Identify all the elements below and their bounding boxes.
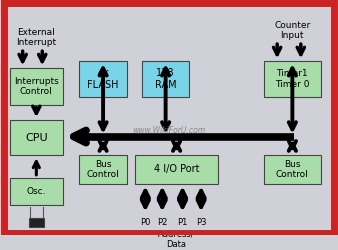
Text: 4k
FLASH: 4k FLASH: [87, 68, 119, 90]
FancyBboxPatch shape: [10, 178, 63, 205]
Text: CPU: CPU: [25, 133, 48, 143]
Text: 4 I/O Port: 4 I/O Port: [154, 164, 199, 174]
Text: Bus
Control: Bus Control: [87, 160, 119, 179]
Text: 128
RAM: 128 RAM: [155, 68, 176, 90]
FancyBboxPatch shape: [79, 61, 127, 96]
Text: Interrupts
Control: Interrupts Control: [14, 77, 59, 96]
Text: External
Interrupt: External Interrupt: [16, 28, 56, 47]
FancyBboxPatch shape: [10, 68, 63, 105]
Text: P2: P2: [157, 218, 167, 227]
Text: www.WikiForU.com: www.WikiForU.com: [132, 126, 206, 135]
FancyBboxPatch shape: [79, 155, 127, 184]
Text: P3: P3: [196, 218, 207, 227]
FancyBboxPatch shape: [264, 61, 321, 96]
Text: P0: P0: [140, 218, 150, 227]
Text: Bus
Control: Bus Control: [276, 160, 309, 179]
Text: P1: P1: [177, 218, 188, 227]
FancyBboxPatch shape: [135, 155, 218, 184]
FancyBboxPatch shape: [29, 218, 44, 227]
FancyBboxPatch shape: [142, 61, 189, 96]
Text: Counter
Input: Counter Input: [274, 20, 311, 40]
Text: Osc.: Osc.: [27, 187, 46, 196]
Text: Address/
Data: Address/ Data: [158, 230, 195, 249]
FancyBboxPatch shape: [10, 120, 63, 155]
FancyBboxPatch shape: [264, 155, 321, 184]
Text: Timer1
Timer 0: Timer1 Timer 0: [275, 69, 310, 88]
